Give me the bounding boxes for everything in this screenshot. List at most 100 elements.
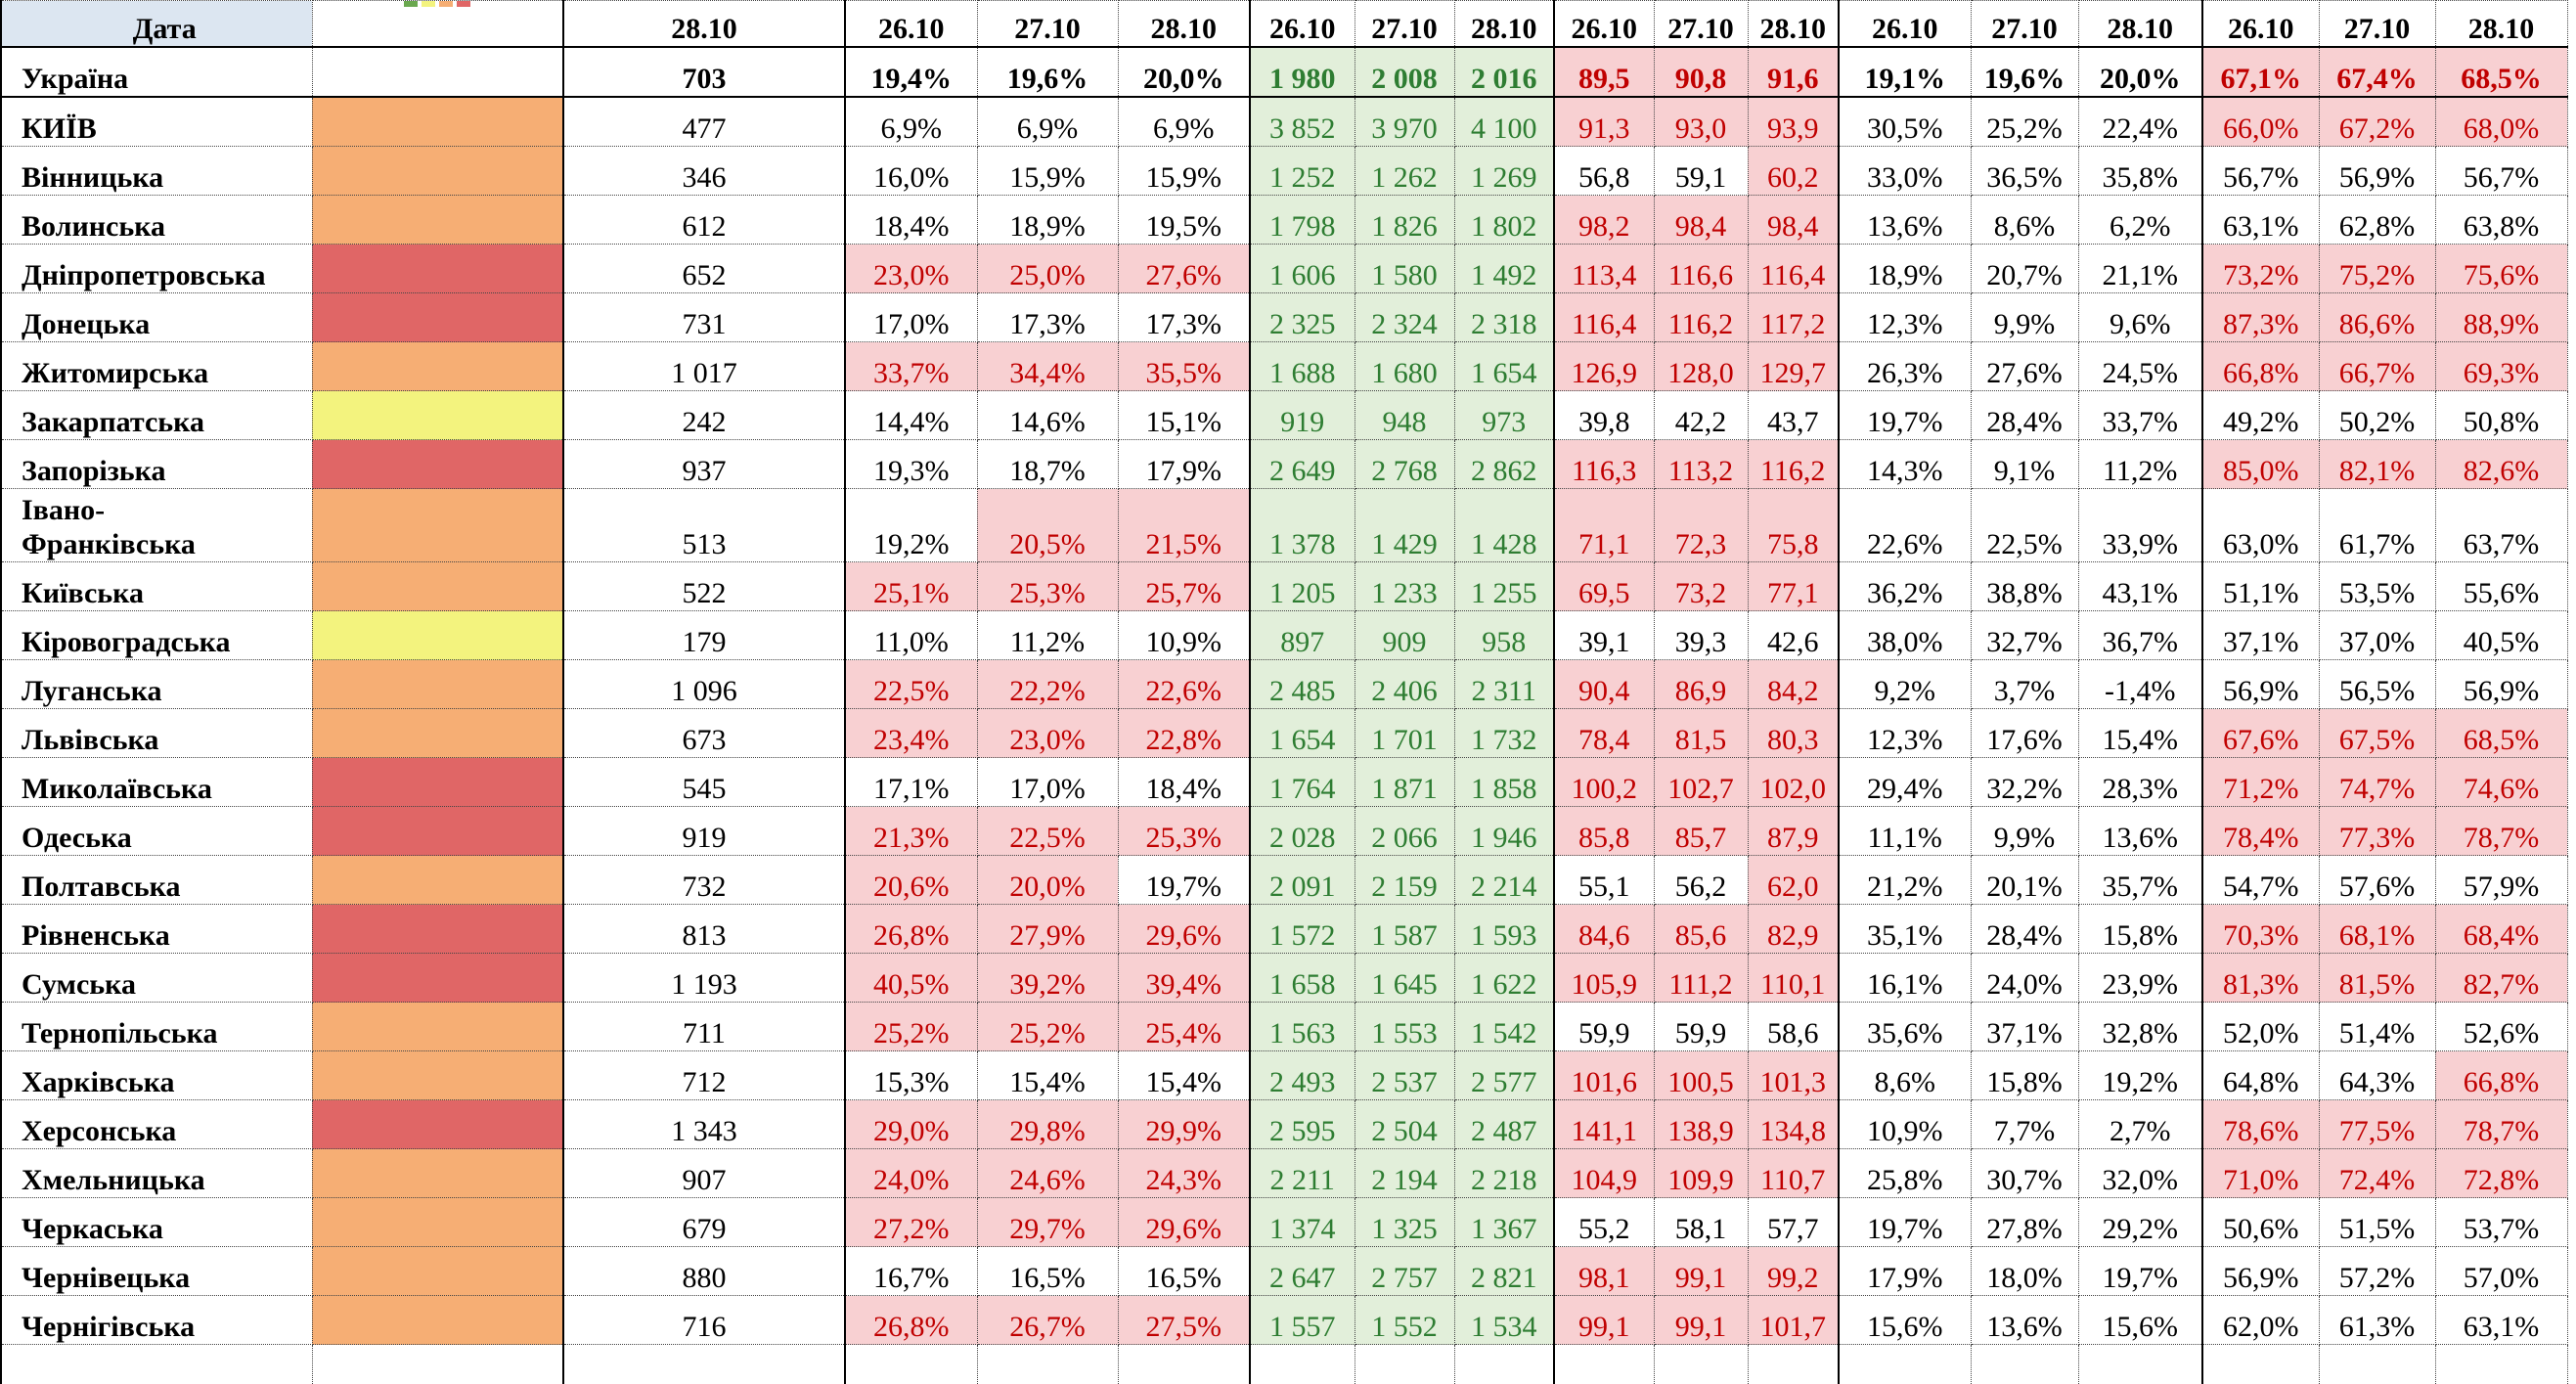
value-cell: 6,9% (977, 97, 1118, 147)
value-cell: 1 269 (1454, 147, 1554, 196)
value-cell: 522 (563, 562, 845, 611)
value-cell: 1 233 (1355, 562, 1454, 611)
value-cell: 2 211 (1250, 1149, 1355, 1198)
value-cell: 21,5% (1118, 489, 1250, 562)
value-cell: 20,0% (977, 856, 1118, 905)
value-cell: 42,2 (1654, 391, 1748, 440)
zone-header (312, 1, 563, 48)
value-cell: 2 406 (1355, 660, 1454, 709)
value-cell: 29,9% (1118, 1100, 1250, 1149)
value-cell: 22,6% (1839, 489, 1971, 562)
value-cell: 1 764 (1250, 758, 1355, 807)
value-cell: 17,0% (977, 758, 1118, 807)
value-cell: 2 862 (1454, 440, 1554, 489)
region-name: Одеська (1, 807, 312, 856)
value-cell: 25,2% (1971, 97, 2078, 147)
zone-cell (312, 391, 563, 440)
value-cell: 25,7% (1118, 562, 1250, 611)
value-cell: 27,6% (1971, 342, 2078, 391)
value-cell: 2 504 (1355, 1100, 1454, 1149)
value-cell: 67,2% (2319, 97, 2435, 147)
value-cell: 51,4% (2319, 1003, 2435, 1051)
value-cell: 23,0% (845, 245, 977, 293)
value-cell: 28,4% (1971, 905, 2078, 954)
zone-cell (312, 562, 563, 611)
value-cell: 29,2% (2078, 1198, 2202, 1247)
value-cell: 71,1 (1554, 489, 1654, 562)
value-cell: 35,6% (1839, 1003, 1971, 1051)
value-cell: 19,7% (1839, 1198, 1971, 1247)
value-cell: 1 622 (1454, 954, 1554, 1003)
value-cell: 84,2 (1748, 660, 1839, 709)
zone-cell (312, 489, 563, 562)
region-name: Рівненська (1, 905, 312, 954)
value-cell: 55,2 (1554, 1198, 1654, 1247)
zone-cell (312, 97, 563, 147)
value-cell: 99,1 (1554, 1296, 1654, 1345)
value-cell: 513 (563, 489, 845, 562)
zone-cell (312, 954, 563, 1003)
value-cell: 19,6% (1971, 47, 2078, 97)
value-cell: 3 852 (1250, 97, 1355, 147)
value-cell: 2 537 (1355, 1051, 1454, 1100)
value-cell: 21,1% (2078, 245, 2202, 293)
value-cell: 25,0% (977, 245, 1118, 293)
value-cell: 6,9% (1118, 97, 1250, 147)
value-cell: 27,9% (977, 905, 1118, 954)
header-date: 28.10 (1454, 1, 1554, 48)
value-cell: 32,8% (2078, 1003, 2202, 1051)
value-cell: 98,1 (1554, 1247, 1654, 1296)
header-date: 28.10 (563, 1, 845, 48)
value-cell: 102,0 (1748, 758, 1839, 807)
value-cell: 57,2% (2319, 1247, 2435, 1296)
value-cell: 67,6% (2202, 709, 2319, 758)
value-cell: 34,4% (977, 342, 1118, 391)
value-cell: 49,2% (2202, 391, 2319, 440)
value-cell: 8,6% (1839, 1051, 1971, 1100)
zone-cell (312, 611, 563, 660)
value-cell: 2 595 (1250, 1100, 1355, 1149)
value-cell: 24,0% (1971, 954, 2078, 1003)
value-cell: 909 (1355, 611, 1454, 660)
value-cell: 1 255 (1454, 562, 1554, 611)
value-cell: -1,4% (2078, 660, 2202, 709)
value-cell: 117,2 (1748, 293, 1839, 342)
value-cell: 52,0% (2202, 1003, 2319, 1051)
value-cell: 1 688 (1250, 342, 1355, 391)
region-name: Луганська (1, 660, 312, 709)
value-cell: 6,9% (845, 97, 977, 147)
value-cell: 1 429 (1355, 489, 1454, 562)
value-cell: 134,8 (1748, 1100, 1839, 1149)
value-cell: 19,2% (2078, 1051, 2202, 1100)
value-cell: 1 325 (1355, 1198, 1454, 1247)
value-cell: 82,1% (2319, 440, 2435, 489)
value-cell: 15,4% (977, 1051, 1118, 1100)
value-cell: 10,9% (1118, 611, 1250, 660)
value-cell: 68,0% (2435, 97, 2567, 147)
value-cell: 38,0% (1839, 611, 1971, 660)
value-cell: 32,7% (1971, 611, 2078, 660)
zone-cell (312, 758, 563, 807)
value-cell: 116,4 (1554, 293, 1654, 342)
value-cell: 9,9% (1971, 807, 2078, 856)
value-cell: 51,5% (2319, 1198, 2435, 1247)
value-cell: 116,2 (1654, 293, 1748, 342)
value-cell: 56,9% (2319, 147, 2435, 196)
zone-cell (312, 440, 563, 489)
value-cell: 1 193 (563, 954, 845, 1003)
value-cell: 23,9% (2078, 954, 2202, 1003)
value-cell: 59,9 (1654, 1003, 1748, 1051)
value-cell: 15,1% (1118, 391, 1250, 440)
region-name: Дніпропетровська (1, 245, 312, 293)
value-cell: 17,3% (1118, 293, 1250, 342)
value-cell: 15,4% (2078, 709, 2202, 758)
value-cell: 1 580 (1355, 245, 1454, 293)
